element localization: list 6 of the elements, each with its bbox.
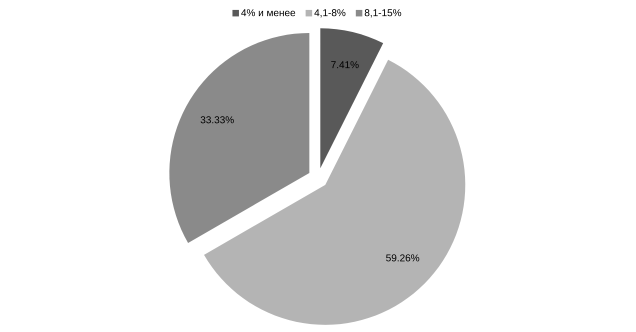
data-label: 7.41% <box>331 61 359 68</box>
data-label: 59.26% <box>386 254 420 262</box>
data-label: 33.33% <box>200 116 234 124</box>
legend-label: 4% и менее <box>241 9 296 16</box>
legend-label: 8,1-15% <box>364 9 402 18</box>
legend-label: 4,1-8% <box>314 9 346 18</box>
